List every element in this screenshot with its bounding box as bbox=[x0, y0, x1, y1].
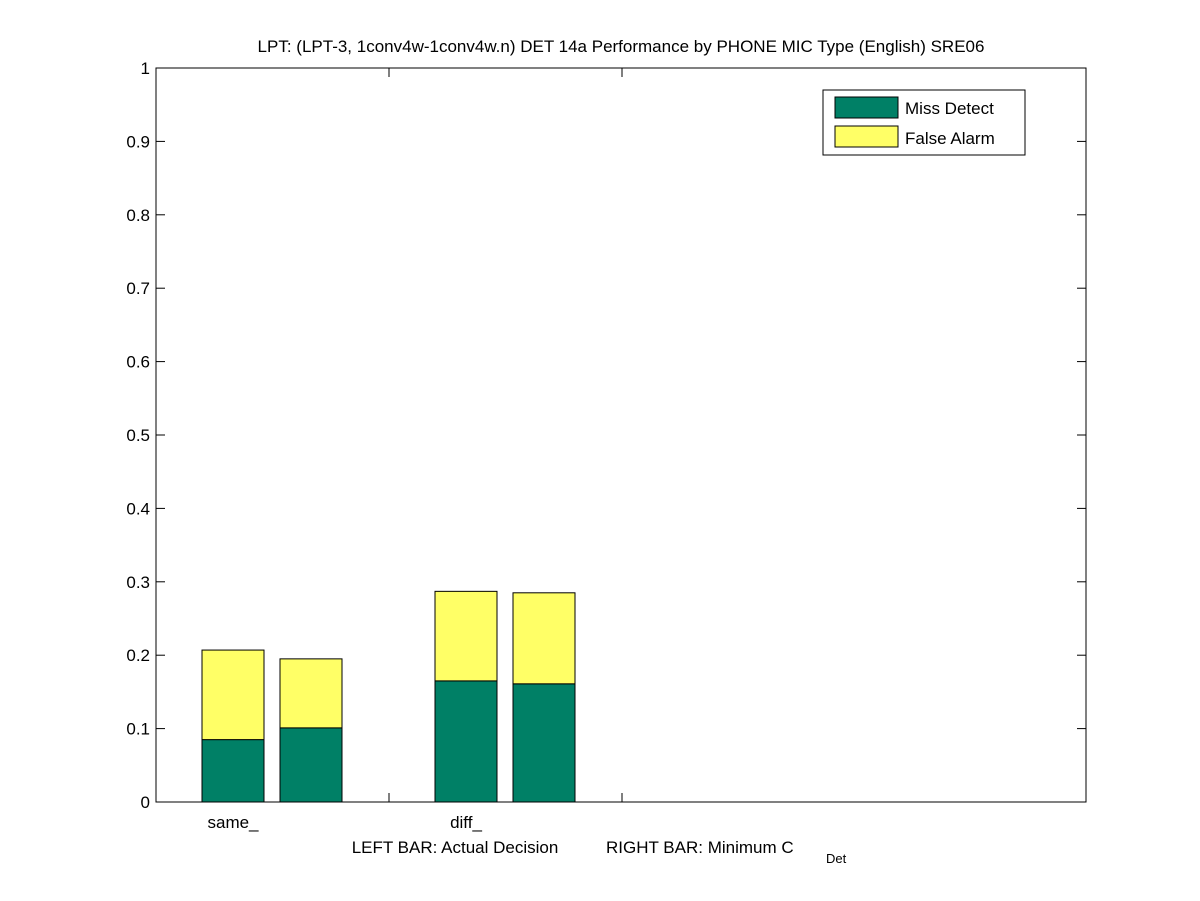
legend-swatch-false-alarm bbox=[834, 125, 899, 148]
bar-miss-detect bbox=[201, 739, 265, 803]
x-axis-label: LEFT BAR: Actual Decision RIGHT BAR: Min… bbox=[352, 838, 847, 866]
x-axis-label-right-subscript: Det bbox=[826, 851, 847, 866]
legend-label-false-alarm: False Alarm bbox=[905, 129, 995, 148]
bar-miss-detect bbox=[279, 727, 343, 803]
y-tick-label: 0.3 bbox=[126, 573, 150, 592]
x-tick-label: diff_ bbox=[450, 813, 482, 832]
legend-label-miss-detect: Miss Detect bbox=[905, 99, 994, 118]
y-tick-label: 1 bbox=[141, 59, 150, 78]
y-tick-label: 0.4 bbox=[126, 499, 150, 518]
bar-miss-detect bbox=[434, 680, 498, 803]
y-tick-label: 0.9 bbox=[126, 132, 150, 151]
bar-false-alarm bbox=[279, 658, 343, 729]
y-tick-label: 0.7 bbox=[126, 279, 150, 298]
bar-false-alarm bbox=[512, 592, 576, 685]
x-axis: same_ diff_ bbox=[207, 68, 623, 832]
y-tick-label: 0.6 bbox=[126, 353, 150, 372]
bar-false-alarm bbox=[434, 590, 498, 682]
y-tick-label: 0.8 bbox=[126, 206, 150, 225]
bars bbox=[201, 590, 576, 803]
y-tick-label: 0.2 bbox=[126, 646, 150, 665]
x-axis-label-right: RIGHT BAR: Minimum C bbox=[606, 838, 794, 857]
legend: Miss Detect False Alarm bbox=[822, 89, 1026, 156]
y-tick-label: 0 bbox=[141, 793, 150, 812]
legend-swatch-miss-detect bbox=[834, 96, 899, 119]
x-tick-label: same_ bbox=[207, 813, 259, 832]
y-axis: 0 0.1 0.2 0.3 0.4 0.5 0.6 0.7 0.8 0.9 1 bbox=[126, 59, 1086, 812]
y-tick-label: 0.1 bbox=[126, 720, 150, 739]
y-tick-label: 0.5 bbox=[126, 426, 150, 445]
x-axis-label-left: LEFT BAR: Actual Decision bbox=[352, 838, 559, 857]
chart-title: LPT: (LPT-3, 1conv4w-1conv4w.n) DET 14a … bbox=[258, 37, 985, 56]
bar-miss-detect bbox=[512, 683, 576, 803]
bar-false-alarm bbox=[201, 649, 265, 741]
